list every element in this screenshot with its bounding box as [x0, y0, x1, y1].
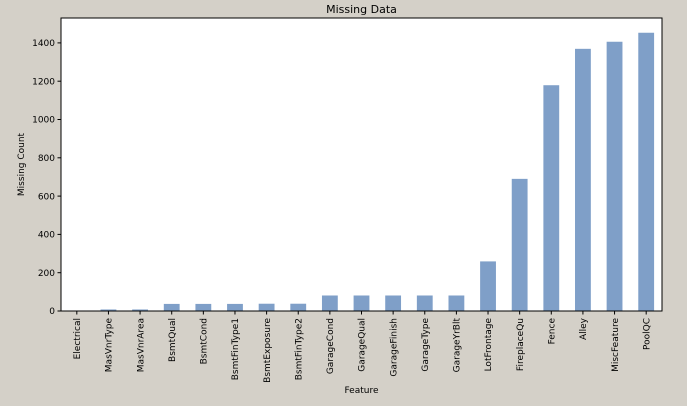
- x-tick-label: GarageCond: [326, 318, 336, 374]
- x-tick-label: BsmtCond: [200, 318, 210, 364]
- x-axis: Electrical MasVnrType MasVnrArea BsmtQual Bs…: [73, 311, 652, 383]
- x-tick-label: Electrical: [73, 318, 83, 359]
- y-tick-label: 0: [49, 307, 55, 317]
- bar-poolqc: [638, 32, 655, 311]
- y-tick-label: 1000: [32, 116, 55, 126]
- x-tick-label: GarageType: [421, 318, 431, 372]
- y-tick-label: 1400: [32, 39, 55, 49]
- bar-bsmtexposure: [258, 303, 275, 311]
- x-axis-label: Feature: [344, 386, 378, 396]
- x-tick-label: BsmtFinType1: [231, 318, 241, 380]
- x-tick-label: PoolQC: [642, 318, 652, 350]
- x-tick-label: GarageYrBlt: [453, 318, 463, 373]
- y-tick-label: 800: [38, 154, 55, 164]
- bar-garageyrblt: [448, 295, 465, 311]
- bar-bsmtqual: [163, 303, 180, 311]
- bar-garagequal: [353, 295, 370, 311]
- bar-garagetype: [416, 295, 433, 311]
- x-tick-label: FireplaceQu: [516, 318, 526, 371]
- bar-garagecond: [321, 295, 338, 311]
- bar-lotfrontage: [480, 261, 496, 311]
- y-tick-label: 600: [38, 192, 55, 202]
- bar-masvnrtype: [100, 309, 117, 311]
- bar-fence: [543, 85, 560, 311]
- x-tick-label: BsmtExposure: [263, 318, 273, 383]
- x-tick-label: BsmtQual: [168, 318, 178, 362]
- bar-bsmtcond: [195, 303, 212, 311]
- bars-group: [68, 32, 655, 311]
- x-tick-label: Fence: [547, 318, 557, 345]
- bar-alley: [575, 48, 591, 311]
- plot-area: [61, 18, 662, 311]
- bar-garagefinish: [385, 295, 402, 311]
- x-tick-label: BsmtFinType2: [294, 318, 304, 380]
- y-tick-label: 200: [38, 269, 55, 279]
- chart-title: Missing Data: [326, 3, 397, 16]
- x-tick-label: LotFrontage: [484, 318, 494, 372]
- x-tick-label: GarageQual: [358, 318, 368, 372]
- bar-bsmtfintype1: [227, 303, 243, 311]
- bar-masvnrarea: [132, 309, 148, 311]
- x-tick-label: MasVnrArea: [136, 318, 146, 372]
- bar-bsmtfintype2: [290, 303, 307, 311]
- x-tick-label: Alley: [579, 317, 589, 340]
- y-axis-label: Missing Count: [17, 132, 27, 196]
- y-axis: 0 200 400 600 800 1000 1200 1400: [32, 39, 61, 317]
- x-tick-label: MiscFeature: [611, 318, 621, 372]
- bar-miscfeature: [606, 41, 623, 311]
- x-tick-label: MasVnrType: [105, 318, 115, 373]
- plot-frame: [60, 17, 663, 312]
- y-tick-label: 400: [38, 231, 55, 241]
- x-tick-label: GarageFinish: [389, 318, 399, 377]
- bar-fireplacequ: [511, 178, 528, 311]
- y-tick-label: 1200: [32, 77, 55, 87]
